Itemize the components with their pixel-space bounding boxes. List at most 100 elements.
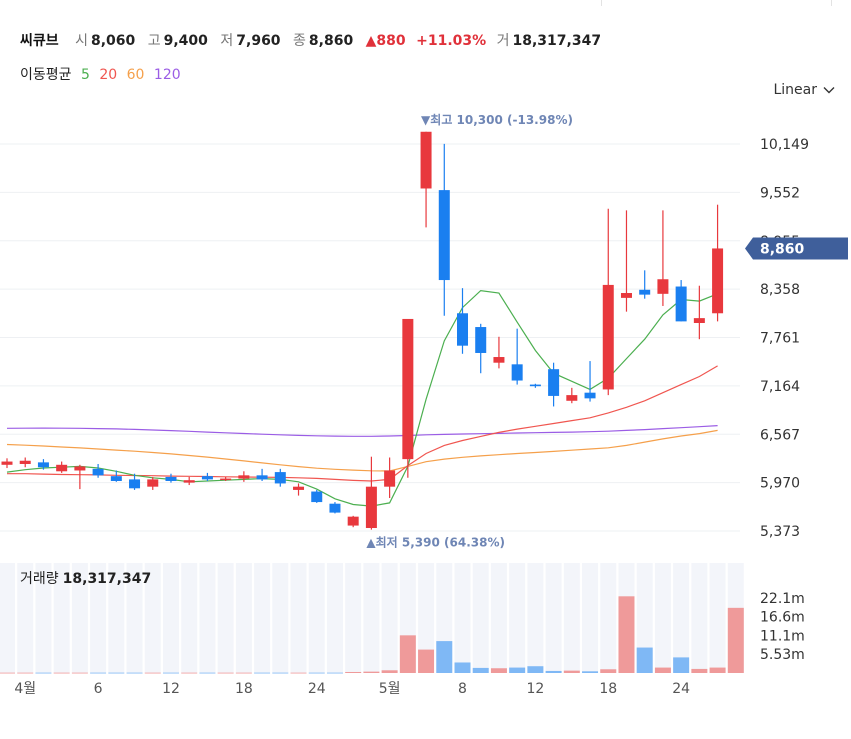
volume-bar bbox=[527, 666, 544, 673]
price-tick-label: 7,761 bbox=[760, 331, 800, 347]
volume-bar bbox=[418, 649, 435, 673]
price-tick-label: 8,358 bbox=[760, 282, 800, 298]
candle-body bbox=[293, 486, 305, 490]
candle-body bbox=[438, 190, 450, 281]
volume-bg-column bbox=[654, 563, 671, 673]
volume-bar bbox=[563, 670, 580, 673]
candle-body bbox=[311, 491, 323, 503]
volume-bar bbox=[381, 670, 398, 673]
candle-body bbox=[493, 357, 505, 363]
scale-selector[interactable]: Linear bbox=[773, 82, 835, 98]
ma-legend-title: 이동평균 bbox=[20, 67, 72, 83]
volume-bg-column bbox=[17, 563, 34, 673]
price-tick-label: 6,567 bbox=[760, 427, 800, 443]
low-annotation: ▲최저 5,390 (64.38%) bbox=[366, 535, 505, 550]
price-tick-label: 10,149 bbox=[760, 137, 809, 153]
candle-body bbox=[420, 131, 432, 189]
volume-panel-label: 거래량 bbox=[20, 571, 59, 587]
open-value: 8,060 bbox=[90, 33, 136, 49]
candle-body bbox=[238, 475, 250, 479]
candle bbox=[457, 288, 468, 354]
candle bbox=[1, 458, 13, 469]
volume-bar bbox=[600, 669, 617, 673]
volume-tick-label: 11.1m bbox=[760, 628, 805, 644]
open-label: 시 bbox=[75, 33, 88, 49]
candle bbox=[220, 476, 232, 482]
candle-body bbox=[56, 464, 68, 472]
candle bbox=[420, 131, 432, 228]
volume-bg-column bbox=[363, 563, 380, 673]
candle bbox=[712, 204, 724, 322]
candle bbox=[365, 456, 377, 530]
volume-bg-column bbox=[418, 563, 435, 673]
candle-body bbox=[347, 516, 359, 526]
high-label: 고 bbox=[147, 33, 161, 49]
volume-bg-column bbox=[235, 563, 252, 673]
volume-bar bbox=[162, 672, 179, 674]
volume-bar bbox=[727, 607, 744, 673]
volume-bar bbox=[199, 672, 216, 674]
volume-bar bbox=[636, 647, 653, 673]
volume-bg-column bbox=[308, 563, 325, 673]
candle bbox=[92, 463, 104, 478]
candle-body bbox=[529, 384, 541, 387]
candle bbox=[675, 280, 687, 322]
volume-bar bbox=[363, 671, 380, 673]
ma-legend-60[interactable]: 60 bbox=[126, 67, 145, 83]
high-annotation: ▼최고 10,300 (-13.98%) bbox=[421, 112, 573, 127]
volume-bar bbox=[308, 672, 325, 674]
volume-bar bbox=[654, 667, 671, 673]
volume-bg-column bbox=[636, 563, 653, 673]
candle-body bbox=[475, 327, 487, 353]
volume-bar bbox=[53, 672, 70, 674]
volume-bg-column bbox=[0, 563, 15, 673]
candle-body bbox=[19, 460, 31, 464]
candle bbox=[165, 473, 177, 483]
candle-body bbox=[602, 284, 614, 390]
ma-legend-20[interactable]: 20 bbox=[99, 67, 118, 83]
volume-bar bbox=[399, 635, 416, 673]
candle bbox=[183, 476, 195, 486]
x-tick-label: 6 bbox=[94, 681, 103, 697]
volume-bar bbox=[0, 672, 15, 674]
volume-bar bbox=[144, 672, 161, 674]
price-tick-label: 5,970 bbox=[760, 476, 800, 492]
volume-bar bbox=[436, 641, 453, 673]
candle-body bbox=[329, 503, 341, 513]
candle bbox=[110, 470, 122, 482]
x-tick-label: 8 bbox=[458, 681, 467, 697]
candle bbox=[201, 472, 213, 482]
candle bbox=[129, 473, 141, 490]
x-tick-label: 18 bbox=[599, 681, 617, 697]
volume-bar bbox=[290, 672, 307, 674]
candle bbox=[657, 210, 669, 306]
candle bbox=[56, 461, 68, 473]
volume-bg-column bbox=[217, 563, 234, 673]
volume-bar bbox=[709, 667, 726, 673]
volume-bg-column bbox=[108, 563, 125, 673]
ma20-line bbox=[7, 365, 718, 482]
candle-body bbox=[402, 318, 414, 460]
ma-legend-5[interactable]: 5 bbox=[80, 67, 90, 83]
candle bbox=[620, 210, 632, 312]
volume-bar bbox=[108, 672, 125, 674]
low-label: 저 bbox=[220, 33, 234, 49]
candle bbox=[329, 502, 341, 514]
stock-summary: 씨큐브 시 8,060 고 9,400 저 7,960 종 8,860 ▲880 +11… bbox=[20, 30, 609, 50]
candle-body bbox=[548, 369, 560, 396]
volume-bg-column bbox=[600, 563, 617, 673]
candle-body bbox=[74, 466, 86, 471]
candle bbox=[602, 208, 614, 396]
volume-bg-column bbox=[582, 563, 599, 673]
change-value: ▲880 bbox=[365, 33, 406, 49]
volume-panel-title: 거래량 18,317,347 bbox=[20, 568, 151, 588]
close-label: 종 bbox=[293, 33, 306, 49]
price-tick-label: 7,164 bbox=[760, 379, 800, 395]
top-border bbox=[0, 0, 851, 6]
volume-bar bbox=[454, 662, 471, 673]
ma-legend-120[interactable]: 120 bbox=[153, 67, 181, 83]
chevron-down-icon bbox=[823, 87, 835, 94]
candle-body bbox=[92, 468, 104, 476]
volume-bg-column bbox=[35, 563, 52, 673]
